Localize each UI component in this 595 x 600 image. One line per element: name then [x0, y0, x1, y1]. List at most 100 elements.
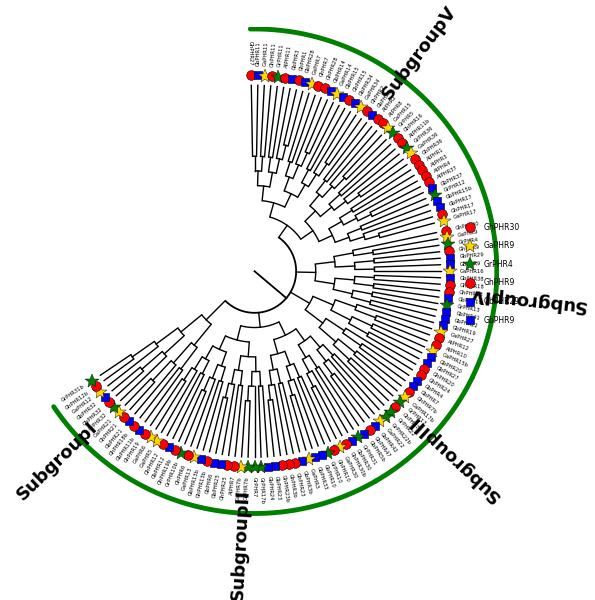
Text: GrPHR10b: GrPHR10b	[165, 461, 180, 488]
Text: GhPHR23b: GhPHR23b	[281, 475, 290, 503]
Text: GaPHR12: GaPHR12	[71, 396, 94, 415]
Text: AtPHR1: AtPHR1	[425, 146, 445, 161]
Text: GaPHR21: GaPHR21	[93, 418, 114, 439]
Text: GhPHR7: GhPHR7	[319, 56, 331, 77]
Text: GhPHR9: GhPHR9	[484, 278, 515, 287]
Text: GbPHR37: GbPHR37	[440, 172, 464, 187]
Text: GaPHR27: GaPHR27	[449, 332, 474, 345]
Text: GhPHR18b: GhPHR18b	[109, 431, 130, 457]
Text: AtPHR11: AtPHR11	[284, 45, 293, 68]
Text: AtPHR8: AtPHR8	[387, 100, 404, 118]
Text: GhPHR20: GhPHR20	[431, 372, 455, 389]
Text: AtPHR4: AtPHR4	[433, 160, 453, 174]
Text: GbPHR7: GbPHR7	[419, 390, 440, 407]
Text: AtPHR3: AtPHR3	[430, 153, 449, 167]
Text: GbPHR33: GbPHR33	[316, 466, 328, 491]
Text: SubgroupIII: SubgroupIII	[405, 411, 504, 505]
Text: GaPHR7: GaPHR7	[312, 53, 323, 76]
Text: GbPHR13b: GbPHR13b	[188, 468, 201, 496]
Text: AtPHR7: AtPHR7	[228, 475, 236, 496]
Text: GrPHR22: GrPHR22	[396, 418, 415, 438]
Text: GbPHR14: GbPHR14	[333, 58, 347, 83]
Text: GbPHR24: GbPHR24	[267, 476, 273, 501]
Text: GrPHR10: GrPHR10	[329, 461, 343, 485]
Text: GbPHR27: GbPHR27	[435, 365, 459, 382]
Text: GhPHR7b: GhPHR7b	[415, 396, 437, 415]
Text: GhPHR30: GhPHR30	[455, 221, 480, 231]
Text: GbPHR23: GbPHR23	[274, 475, 281, 500]
Text: GhPHR13b: GhPHR13b	[196, 470, 207, 499]
Text: GbPHR12: GbPHR12	[151, 455, 167, 479]
Text: GhPHR11: GhPHR11	[270, 41, 277, 67]
Text: GaPHR15b: GaPHR15b	[441, 353, 469, 368]
Text: GaPHR14: GaPHR14	[339, 62, 354, 86]
Text: SubgroupII: SubgroupII	[228, 488, 252, 600]
Text: GhPHR30: GhPHR30	[484, 223, 520, 232]
Text: GaPHR13: GaPHR13	[181, 466, 193, 491]
Text: GhPHR21: GhPHR21	[99, 422, 119, 444]
Text: GbPHR29: GbPHR29	[459, 253, 484, 259]
Text: GaPHR17: GaPHR17	[452, 209, 478, 220]
Text: GhPHR15: GhPHR15	[352, 68, 368, 92]
Text: GhPHR27: GhPHR27	[248, 41, 253, 66]
Text: GhPHR30b: GhPHR30b	[349, 452, 367, 479]
Text: GbPHR25: GbPHR25	[212, 473, 221, 499]
Text: GhPHR12b: GhPHR12b	[64, 390, 90, 410]
Text: GbPHR9: GbPHR9	[460, 261, 481, 266]
Text: GbPHR19: GbPHR19	[452, 325, 477, 337]
Text: GhPHR24: GhPHR24	[428, 378, 451, 395]
Text: GrPHR5: GrPHR5	[398, 110, 416, 128]
Text: GrPHR31b: GrPHR31b	[61, 384, 86, 403]
Text: GaPHR16: GaPHR16	[460, 269, 485, 274]
Text: GaPHR17b: GaPHR17b	[411, 401, 435, 423]
Text: AtPHR2: AtPHR2	[382, 95, 398, 113]
Text: GhPHR17: GhPHR17	[450, 202, 475, 214]
Text: GhPHR12: GhPHR12	[144, 452, 160, 476]
Text: GaPHR3: GaPHR3	[309, 468, 320, 490]
Text: GhPHR38: GhPHR38	[459, 290, 484, 298]
Text: GhPHR19: GhPHR19	[124, 440, 142, 464]
Text: GbPHR42: GbPHR42	[379, 431, 398, 454]
Text: GaPHR22: GaPHR22	[385, 427, 405, 449]
Text: GaPHR9: GaPHR9	[484, 241, 515, 250]
Text: GrPHR17b: GrPHR17b	[259, 476, 265, 504]
Text: GhPHR16: GhPHR16	[403, 112, 425, 133]
Text: GbPHR21: GbPHR21	[105, 427, 124, 449]
Text: GbPHR4: GbPHR4	[424, 384, 444, 400]
Text: GhPHR9: GhPHR9	[459, 245, 481, 252]
Text: GaPHR30: GaPHR30	[343, 455, 358, 479]
Text: GrPHR12: GrPHR12	[443, 179, 466, 193]
Text: GbPHR15: GbPHR15	[346, 65, 361, 89]
Text: GaPHR34: GaPHR34	[364, 77, 382, 100]
Text: GhPHR19b: GhPHR19b	[157, 458, 173, 486]
Text: GhPHR25: GhPHR25	[220, 475, 228, 500]
Text: GhPHR2: GhPHR2	[371, 84, 387, 104]
Text: GbPHR3: GbPHR3	[292, 48, 300, 70]
Text: GbPHR28: GbPHR28	[305, 48, 317, 73]
Text: GhPHR32: GhPHR32	[82, 407, 104, 427]
Text: GhPHR3b: GhPHR3b	[288, 473, 297, 499]
Text: GhPHR36: GhPHR36	[421, 137, 444, 155]
Text: GaPHR11: GaPHR11	[263, 41, 269, 66]
Text: GbPHR20: GbPHR20	[439, 359, 463, 374]
Text: GbPHR15b: GbPHR15b	[446, 185, 474, 200]
Text: GhPHR10: GhPHR10	[336, 458, 350, 482]
Text: GbPHR11b: GbPHR11b	[115, 436, 136, 462]
Text: GhPHR28: GhPHR28	[326, 55, 339, 80]
Text: GhPHR1: GhPHR1	[298, 50, 308, 71]
Text: GbPHR10: GbPHR10	[322, 464, 336, 488]
Text: GbPHR41: GbPHR41	[455, 311, 480, 322]
Text: SubgroupV: SubgroupV	[378, 2, 460, 103]
Text: GhPHR7c: GhPHR7c	[400, 412, 422, 433]
Text: GbPHR29: GbPHR29	[484, 297, 520, 306]
Text: GbPHR32: GbPHR32	[77, 401, 99, 421]
Text: AtPHR37: AtPHR37	[437, 166, 459, 180]
Text: GbPHR22: GbPHR22	[453, 319, 478, 329]
Text: GbPHR38: GbPHR38	[460, 276, 485, 282]
Text: GrPHR17: GrPHR17	[406, 407, 427, 427]
Text: GbPHR16: GbPHR16	[458, 298, 483, 306]
Text: GrPHR36: GrPHR36	[413, 125, 434, 144]
Text: GrPHR13: GrPHR13	[456, 304, 481, 313]
Text: SubgroupI: SubgroupI	[14, 419, 102, 504]
Text: GbPHR11: GbPHR11	[256, 41, 261, 66]
